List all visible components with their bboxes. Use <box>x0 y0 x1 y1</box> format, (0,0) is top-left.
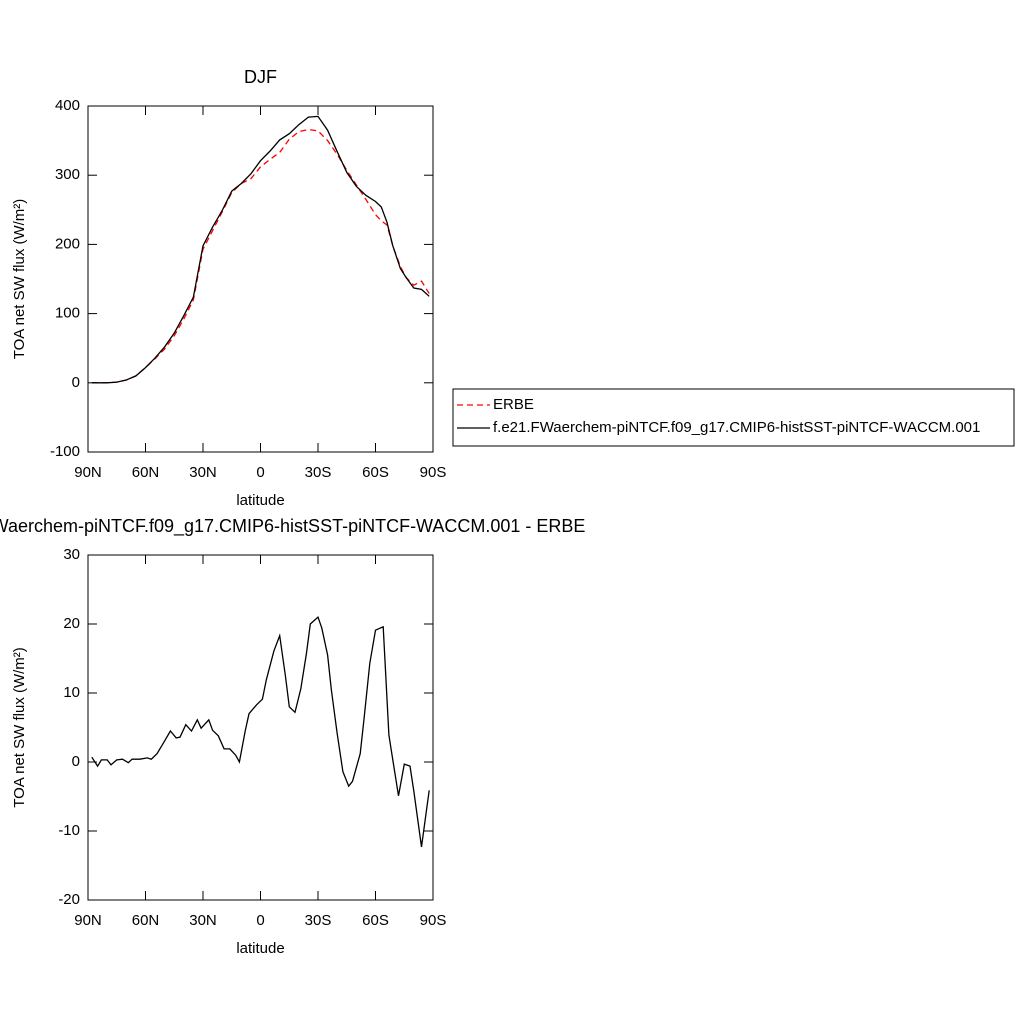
x-tick-label: 30S <box>305 912 332 929</box>
y-tick-label: -100 <box>50 443 80 460</box>
y-axis-label: TOA net SW flux (W/m²) <box>11 647 28 808</box>
y-tick-label: 300 <box>55 166 80 183</box>
x-tick-label: 30S <box>305 464 332 481</box>
data-line <box>91 128 430 384</box>
x-tick-label: 30N <box>189 912 217 929</box>
y-tick-label: -10 <box>58 822 80 839</box>
x-axis-label: latitude <box>236 492 284 509</box>
plot-frame <box>87 554 434 901</box>
y-tick-label: 30 <box>63 546 80 563</box>
x-tick-label: 90N <box>74 912 102 929</box>
y-tick-label: 20 <box>63 615 80 632</box>
chart-title: f.e21.FWaerchem-piNTCF.f09_g17.CMIP6-his… <box>0 516 585 537</box>
data-line <box>91 615 430 847</box>
x-tick-label: 90N <box>74 464 102 481</box>
y-tick-label: 400 <box>55 97 80 114</box>
x-tick-label: 0 <box>256 464 264 481</box>
y-tick-label: 0 <box>72 753 80 770</box>
y-tick-label: 100 <box>55 305 80 322</box>
y-tick-label: 10 <box>63 684 80 701</box>
x-axis-label: latitude <box>236 940 284 957</box>
data-line <box>91 115 430 384</box>
x-tick-label: 60N <box>132 464 160 481</box>
x-tick-label: 90S <box>420 912 447 929</box>
y-axis-label: TOA net SW flux (W/m²) <box>11 199 28 360</box>
y-tick-label: 200 <box>55 235 80 252</box>
chart-title: DJF <box>244 67 277 87</box>
x-tick-label: 60S <box>362 464 389 481</box>
legend-label: ERBE <box>493 396 534 413</box>
plot-frame <box>87 105 434 453</box>
x-tick-label: 60N <box>132 912 160 929</box>
legend-label: f.e21.FWaerchem-piNTCF.f09_g17.CMIP6-his… <box>493 419 980 436</box>
x-tick-label: 30N <box>189 464 217 481</box>
y-tick-label: -20 <box>58 891 80 908</box>
y-tick-label: 0 <box>72 374 80 391</box>
legend-box <box>452 388 1015 447</box>
x-tick-label: 90S <box>420 464 447 481</box>
x-tick-label: 0 <box>256 912 264 929</box>
x-tick-label: 60S <box>362 912 389 929</box>
